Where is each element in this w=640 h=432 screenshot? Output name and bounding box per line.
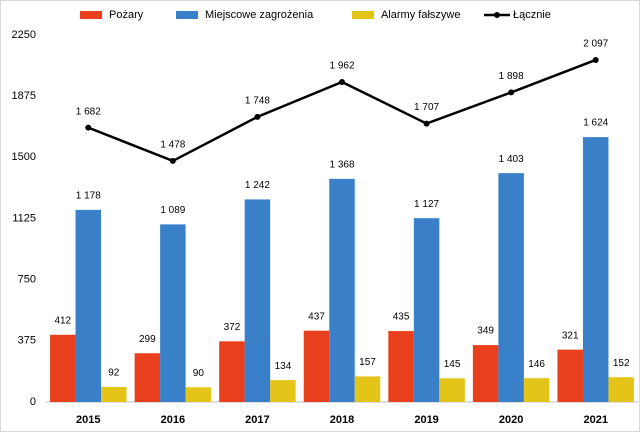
bar	[472, 345, 499, 402]
bar	[219, 341, 245, 402]
line-point	[254, 113, 261, 120]
y-tick-label: 0	[30, 396, 36, 408]
bar	[160, 224, 186, 402]
line-point	[508, 89, 515, 96]
line-point	[339, 78, 345, 85]
bar	[557, 349, 583, 402]
value-label: 349	[477, 326, 494, 337]
value-label: 1 089	[160, 205, 185, 216]
value-label: 1 962	[329, 61, 354, 72]
bar	[523, 378, 550, 402]
value-label: 1 624	[583, 118, 608, 129]
bar	[329, 178, 355, 402]
x-tick-label: 2015	[76, 414, 100, 426]
value-label: 1 403	[499, 154, 524, 165]
value-label: 134	[275, 361, 292, 372]
legend-label: Miejscowe zagrożenia	[205, 9, 314, 21]
line-point	[169, 157, 176, 164]
value-label: 1 682	[76, 106, 101, 117]
legend-marker	[176, 11, 198, 19]
legend-label: Łącznie	[513, 9, 551, 21]
value-label: 1 178	[76, 190, 101, 201]
y-tick-label: 1125	[12, 212, 36, 224]
value-label: 412	[54, 315, 71, 326]
value-label: 1 748	[245, 96, 270, 107]
value-label: 437	[308, 311, 325, 322]
x-tick-label: 2018	[330, 414, 354, 426]
bar	[582, 137, 609, 403]
bar	[303, 330, 330, 402]
value-label: 152	[613, 358, 630, 369]
value-label: 1 898	[499, 71, 524, 82]
bar	[270, 380, 296, 402]
value-label: 2 097	[583, 39, 608, 50]
y-tick-label: 2250	[12, 29, 36, 41]
value-label: 299	[139, 334, 156, 345]
line-point	[85, 124, 92, 131]
y-tick-label: 375	[18, 335, 36, 347]
bar	[50, 334, 76, 402]
value-label: 372	[224, 322, 241, 333]
x-tick-label: 2020	[499, 414, 523, 426]
value-label: 92	[108, 368, 120, 379]
value-label: 90	[193, 368, 205, 379]
bar	[134, 353, 161, 402]
value-label: 1 242	[245, 180, 270, 191]
value-label: 157	[359, 357, 376, 368]
y-tick-label: 750	[18, 274, 36, 286]
legend-marker	[494, 12, 500, 18]
x-tick-label: 2016	[161, 414, 185, 426]
bar	[354, 376, 381, 402]
value-label: 1 707	[414, 102, 439, 113]
y-tick-label: 1875	[12, 90, 36, 102]
bar	[413, 218, 440, 402]
bar	[498, 173, 524, 402]
value-label: 1 127	[414, 199, 439, 210]
bar	[439, 378, 465, 402]
bar	[608, 377, 634, 402]
bar	[388, 331, 414, 402]
bar	[101, 386, 127, 402]
value-label: 145	[444, 359, 461, 370]
line-point	[423, 120, 430, 127]
line-point	[592, 56, 599, 63]
value-label: 1 478	[160, 140, 185, 151]
x-tick-label: 2017	[245, 414, 269, 426]
value-label: 321	[562, 330, 579, 341]
value-label: 435	[393, 312, 410, 323]
x-tick-label: 2019	[414, 414, 438, 426]
value-label: 1 368	[329, 160, 354, 171]
bar	[185, 387, 212, 402]
legend-marker	[352, 11, 374, 19]
bar	[75, 209, 102, 402]
bar	[244, 199, 271, 402]
legend-label: Pożary	[109, 9, 144, 21]
value-label: 146	[528, 359, 545, 370]
y-tick-label: 1500	[12, 151, 36, 163]
legend-marker	[80, 11, 102, 19]
x-tick-label: 2021	[583, 414, 607, 426]
legend-label: Alarmy fałszywe	[381, 9, 460, 21]
